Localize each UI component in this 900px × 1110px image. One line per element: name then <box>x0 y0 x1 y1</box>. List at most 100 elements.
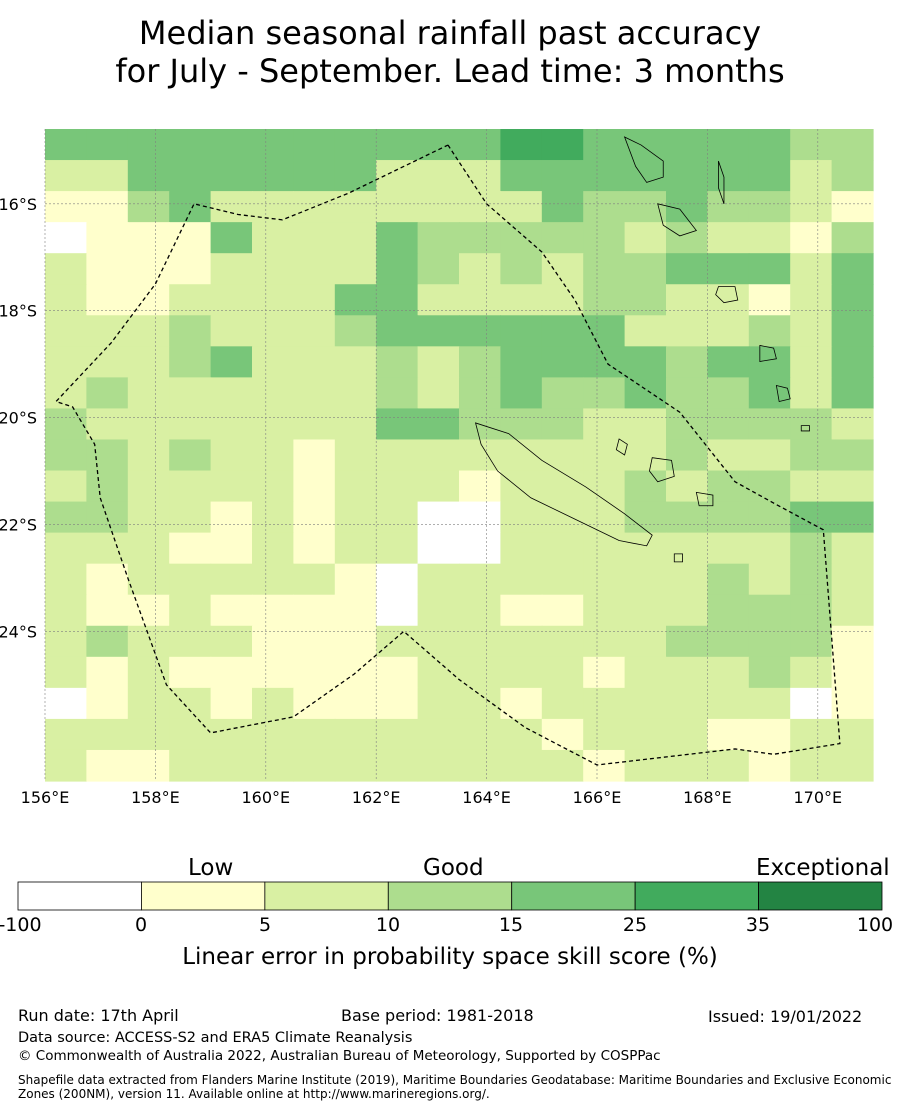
grid-cell <box>459 532 501 565</box>
grid-cell <box>334 501 377 534</box>
grid-cell <box>86 687 129 720</box>
grid-cell <box>210 129 253 161</box>
grid-cell <box>86 315 129 347</box>
grid-cell <box>500 563 543 596</box>
grid-cell <box>541 253 584 285</box>
grid-cell <box>790 222 833 254</box>
grid-cell <box>748 222 791 254</box>
grid-cell <box>169 377 212 410</box>
grid-cell <box>86 253 129 285</box>
grid-cell <box>86 129 129 161</box>
grid-cell <box>748 532 791 565</box>
grid-cell <box>666 470 708 503</box>
grid-cell <box>500 408 543 441</box>
grid-cell <box>666 718 708 751</box>
colorbar-swatch <box>17 881 142 911</box>
grid-cell <box>541 222 584 254</box>
lon-tick-label: 166°E <box>573 788 622 807</box>
grid-cell <box>293 532 336 565</box>
grid-cell <box>541 129 584 161</box>
grid-cell <box>210 501 253 534</box>
grid-cell <box>376 625 419 658</box>
grid-cell <box>707 687 750 720</box>
grid-cell <box>210 346 253 378</box>
grid-cell <box>790 160 833 192</box>
grid-cell <box>417 749 460 782</box>
grid-cell <box>86 160 129 192</box>
grid-cell <box>252 470 294 503</box>
land-lifou <box>649 457 675 483</box>
grid-cell <box>459 625 501 658</box>
grid-cell <box>583 439 626 472</box>
grid-cell <box>127 253 170 285</box>
grid-cell <box>252 160 294 192</box>
grid-cell <box>293 718 336 751</box>
grid-cell <box>583 160 626 192</box>
grid-cell <box>624 284 667 316</box>
grid-cell <box>127 129 170 161</box>
grid-cell <box>624 532 667 565</box>
map-canvas: 156°E 158°E 160°E 162°E 164°E 166°E 168°E 170°E… <box>0 129 874 807</box>
grid-cell <box>541 439 584 472</box>
lon-tick-label: 160°E <box>241 788 290 807</box>
grid-cell <box>707 191 750 223</box>
grid-cell <box>583 656 626 689</box>
grid-cell <box>376 594 419 627</box>
land-aneityum <box>800 425 810 432</box>
grid-cell <box>831 253 874 285</box>
grid-cell <box>748 160 791 192</box>
grid-cell <box>666 439 708 472</box>
grid-cell <box>210 439 253 472</box>
grid-cell <box>624 160 667 192</box>
grid-cell <box>252 501 294 534</box>
grid-cell <box>500 129 543 161</box>
run-date: Run date: 17th April <box>18 1006 179 1025</box>
grid-cell <box>583 253 626 285</box>
grid-cell <box>45 563 87 596</box>
grid-cell <box>293 563 336 596</box>
grid-cell <box>459 253 501 285</box>
grid-cell <box>417 532 460 565</box>
grid-cell <box>541 625 584 658</box>
eez-boundary <box>54 144 841 766</box>
grid-cell <box>831 563 874 596</box>
grid-cell <box>459 594 501 627</box>
grid-cell <box>127 315 170 347</box>
grid-cell <box>376 253 419 285</box>
eez-boundary-line <box>54 144 841 766</box>
grid-cell <box>86 749 129 782</box>
title-line-2: for July - September. Lead time: 3 month… <box>115 52 785 90</box>
grid-cell <box>334 191 377 223</box>
grid-cell <box>293 439 336 472</box>
grid-cell <box>86 222 129 254</box>
lon-tick-label: 168°E <box>683 788 732 807</box>
grid-cell <box>252 625 294 658</box>
grid-cell <box>790 439 833 472</box>
grid-cell <box>293 594 336 627</box>
legend-category-exceptional: Exceptional <box>756 855 890 881</box>
grid-cell <box>459 687 501 720</box>
grid-cell <box>624 501 667 534</box>
grid-cell <box>417 346 460 378</box>
grid-cell <box>210 408 253 441</box>
colorbar-swatch <box>264 881 389 911</box>
grid-cell <box>252 687 294 720</box>
grid-cell <box>707 284 750 316</box>
grid-cell <box>252 563 294 596</box>
grid-cell <box>210 222 253 254</box>
grid-cell <box>500 284 543 316</box>
grid-cell <box>417 284 460 316</box>
lat-tick-label: 18°S <box>0 302 37 321</box>
grid-cell <box>45 470 87 503</box>
grid-cell <box>169 718 212 751</box>
grid-cell <box>169 284 212 316</box>
grid-cell <box>831 749 874 782</box>
grid-cell <box>169 315 212 347</box>
grid-cell <box>210 594 253 627</box>
grid-cell <box>541 315 584 347</box>
grid-cell <box>376 160 419 192</box>
grid-cell <box>86 191 129 223</box>
grid-cell <box>583 315 626 347</box>
grid-cell <box>127 377 170 410</box>
grid-cell <box>666 625 708 658</box>
